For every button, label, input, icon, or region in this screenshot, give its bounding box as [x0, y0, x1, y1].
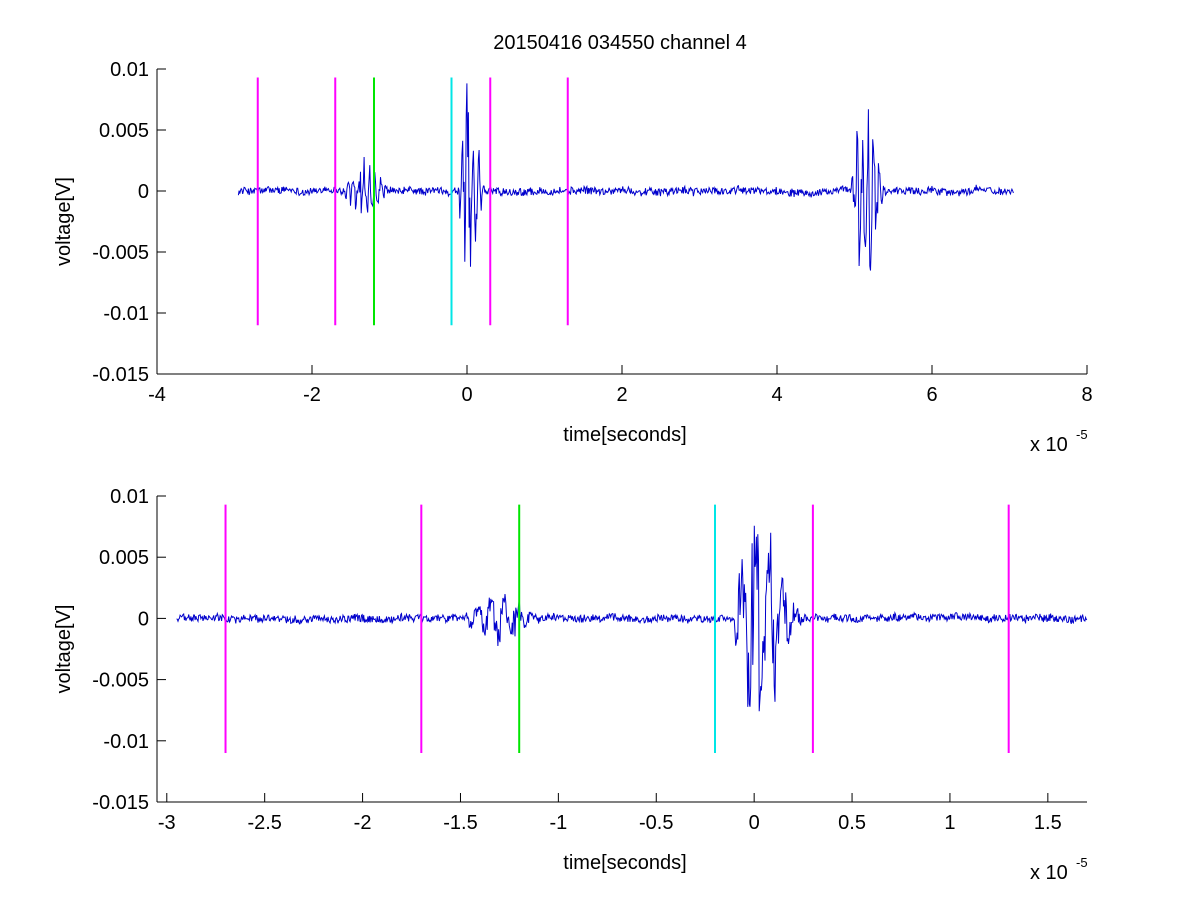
y-tick-label: 0.01 — [110, 59, 149, 81]
x-tick-label: -4 — [148, 384, 166, 406]
y-tick-label: -0.01 — [103, 303, 149, 325]
x-tick-label: 8 — [1081, 384, 1092, 406]
x-exponent-base: x 10 — [1030, 862, 1068, 884]
bottom-subplot: -3 -2.5 -2 -1.5 -1 -0.5 0 0.5 1 1.5 0.01 0.005 0 -0.0… — [53, 486, 1088, 884]
x-exponent-power: -5 — [1076, 427, 1088, 442]
x-tick-label: -1.5 — [443, 812, 477, 834]
y-tick-label: -0.015 — [92, 792, 149, 814]
x-tick-label: -2 — [303, 384, 321, 406]
x-tick-label: 0.5 — [838, 812, 866, 834]
x-exponent-base: x 10 — [1030, 434, 1068, 456]
x-tick-label: 4 — [771, 384, 782, 406]
y-axis-label: voltage[V] — [53, 605, 75, 694]
signal-trace — [237, 83, 1014, 271]
x-tick-label: 1 — [944, 812, 955, 834]
x-tick-label: -2 — [354, 812, 372, 834]
y-tick-label: 0 — [138, 608, 149, 630]
y-tick-label: 0.005 — [99, 120, 149, 142]
x-tick-label: 2 — [616, 384, 627, 406]
x-exponent-power: -5 — [1076, 855, 1088, 870]
y-tick-label: 0 — [138, 181, 149, 203]
y-tick-label: 0.01 — [110, 486, 149, 508]
signal-trace — [176, 525, 1088, 712]
y-axis-label: voltage[V] — [53, 177, 75, 266]
x-tick-label: 0 — [461, 384, 472, 406]
y-tick-label: -0.005 — [92, 242, 149, 264]
x-axis-label: time[seconds] — [563, 424, 686, 446]
x-tick-label: 1.5 — [1034, 812, 1062, 834]
x-tick-label: -2.5 — [247, 812, 281, 834]
x-tick-label: -0.5 — [639, 812, 673, 834]
y-tick-label: -0.01 — [103, 731, 149, 753]
y-tick-label: 0.005 — [99, 547, 149, 569]
x-tick-label: 6 — [926, 384, 937, 406]
y-tick-label: -0.015 — [92, 364, 149, 386]
top-subplot: -4 -2 0 2 4 6 8 0.01 0.005 0 -0.005 -0.01 -0.015 time… — [53, 59, 1093, 456]
x-tick-label: 0 — [749, 812, 760, 834]
y-tick-label: -0.005 — [92, 670, 149, 692]
figure-title: 20150416 034550 channel 4 — [493, 32, 747, 54]
x-tick-label: -1 — [549, 812, 567, 834]
x-axis-label: time[seconds] — [563, 852, 686, 874]
x-tick-label: -3 — [158, 812, 176, 834]
